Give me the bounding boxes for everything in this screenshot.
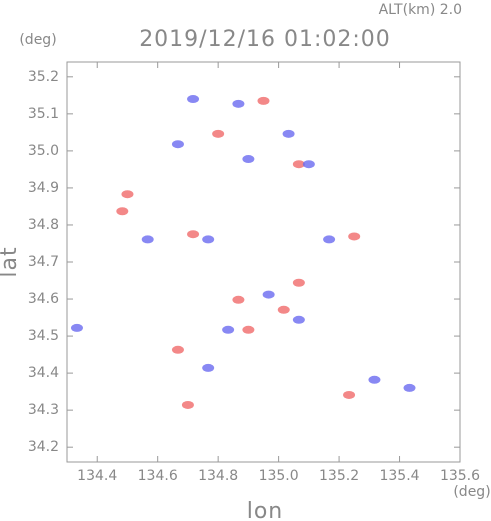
echo-blob: [292, 160, 305, 169]
echo-blob: [302, 160, 315, 169]
echo-blob: [202, 235, 215, 244]
x-tick-label: 135.0: [259, 468, 299, 484]
altitude-label: ALT(km) 2.0: [379, 2, 462, 18]
y-tick-label: 34.6: [28, 291, 59, 307]
echo-blob: [171, 345, 184, 354]
echo-blob: [277, 305, 290, 314]
echo-blob: [257, 96, 270, 105]
x-tick-label: 134.6: [138, 468, 178, 484]
y-tick-label: 35.0: [28, 143, 59, 159]
y-tick-label: 34.4: [28, 365, 59, 381]
echo-blob: [222, 325, 235, 334]
y-axis-label: lat: [0, 246, 22, 277]
echo-blob: [282, 129, 295, 138]
y-tick-label: 34.2: [28, 439, 59, 455]
chart-title: 2019/12/16 01:02:00: [139, 27, 391, 52]
echo-blob: [348, 232, 361, 241]
y-tick-label: 34.9: [28, 180, 59, 196]
x-tick-label: 134.8: [198, 468, 238, 484]
echo-blob: [323, 235, 336, 244]
echo-blob: [202, 363, 215, 372]
echo-blob: [187, 95, 200, 104]
echo-blob: [116, 207, 129, 216]
x-tick-label: 135.2: [319, 468, 359, 484]
echo-blob: [242, 155, 255, 164]
echo-blob: [403, 383, 416, 392]
echo-blob: [212, 129, 225, 138]
echo-blob: [292, 315, 305, 324]
y-unit: (deg): [19, 32, 56, 48]
y-tick-label: 34.5: [28, 328, 59, 344]
y-tick-label: 34.7: [28, 254, 59, 270]
y-tick-label: 34.3: [28, 402, 59, 418]
echo-blob: [292, 278, 305, 287]
echo-blob: [232, 295, 245, 304]
x-tick-label: 135.4: [379, 468, 419, 484]
x-unit: (deg): [453, 484, 490, 500]
x-tick-label: 135.6: [440, 468, 480, 484]
echo-blob: [262, 290, 275, 299]
plot-frame: [66, 61, 461, 463]
echo-blob: [121, 190, 134, 199]
echo-blob: [171, 140, 184, 149]
echo-blob: [70, 323, 83, 332]
echo-blob: [181, 400, 194, 409]
echo-blob: [343, 390, 356, 399]
y-tick-label: 34.8: [28, 217, 59, 233]
echo-blob: [141, 235, 154, 244]
echo-blob: [232, 99, 245, 108]
y-tick-label: 35.2: [28, 69, 59, 85]
echo-blob: [242, 325, 255, 334]
echo-blob: [368, 375, 381, 384]
x-tick-label: 134.4: [77, 468, 117, 484]
echo-blob: [187, 230, 200, 239]
x-axis-label: lon: [247, 499, 284, 521]
y-tick-label: 35.1: [28, 106, 59, 122]
